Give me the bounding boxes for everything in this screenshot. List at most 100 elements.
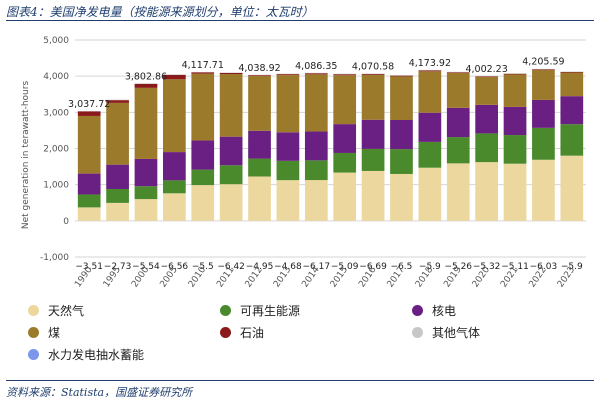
bar-segment-coal — [276, 75, 300, 133]
bar-segment-other-gases — [134, 83, 158, 84]
bar-segment-renewables — [191, 169, 215, 186]
total-label: 4,002.23 — [465, 64, 507, 75]
bar-segment-nuclear — [333, 124, 357, 153]
pumped-storage-label: −2.73 — [104, 262, 132, 272]
bar-segment-petroleum — [390, 75, 413, 77]
y-tick-label: 0 — [63, 217, 69, 227]
legend: 天然气 可再生能源 核电煤 石油 其他气体 水力发电抽水蓄能 — [28, 302, 588, 372]
legend-swatch — [412, 327, 423, 338]
bar-segment-nuclear — [361, 119, 385, 149]
pumped-storage-label: −4.68 — [274, 262, 302, 272]
bar-segment-renewables — [77, 194, 101, 208]
bar-segment-renewables — [503, 135, 527, 164]
bar-segment-petroleum — [248, 75, 271, 77]
y-tick-label: 4,000 — [43, 72, 69, 82]
legend-item-nuclear: 核电 — [412, 302, 456, 319]
legend-item-petroleum: 石油 — [220, 324, 264, 341]
legend-item-renewables: 可再生能源 — [220, 302, 300, 319]
legend-swatch — [28, 349, 39, 360]
y-tick-label: 1,000 — [43, 181, 69, 191]
bar-segment-natural-gas — [77, 207, 101, 221]
bar-segment-nuclear — [475, 104, 498, 134]
bar-segment-nuclear — [446, 107, 470, 138]
bar-segment-renewables — [106, 189, 129, 203]
bar-segment-natural-gas — [163, 193, 186, 221]
total-label: 4,086.35 — [295, 61, 337, 72]
bar-segment-natural-gas — [191, 185, 215, 221]
x-tick-label: 2017 — [386, 265, 407, 289]
bar-segment-renewables — [475, 133, 498, 163]
bar-segment-coal — [77, 115, 101, 174]
bar-segment-renewables — [390, 149, 413, 174]
bar-segment-natural-gas — [134, 199, 158, 221]
y-axis-ticks: -1,000 0 1,000 2,000 3,000 4,000 5,000 — [40, 36, 69, 263]
bar-segment-coal — [560, 72, 584, 97]
bar-segment-petroleum — [276, 74, 300, 76]
bar-segment-coal — [503, 74, 527, 107]
pumped-storage-label: −5.11 — [501, 262, 529, 272]
y-tick-label: 2,000 — [43, 145, 69, 155]
stacked-bar-chart: -1,000 0 1,000 2,000 3,000 4,000 5,000 Net gen… — [21, 36, 586, 289]
pumped-storage-label: −5.5 — [192, 262, 214, 272]
bar-segment-coal — [248, 76, 271, 131]
pumped-storage-label: −6.56 — [161, 262, 189, 272]
bar-segment-coal — [475, 76, 498, 105]
total-label: 4,117.71 — [182, 60, 224, 71]
pumped-storage-label: −6.69 — [359, 262, 387, 272]
bar-segment-petroleum — [418, 70, 442, 72]
bar-segment-natural-gas — [503, 163, 527, 221]
legend-swatch — [220, 305, 231, 316]
bar-segment-renewables — [560, 124, 584, 156]
bar-segment-natural-gas — [219, 184, 243, 221]
bar-segment-coal — [106, 102, 129, 165]
bar-segment-nuclear — [248, 130, 271, 159]
bar-segment-nuclear — [532, 99, 555, 128]
bar-segment-renewables — [304, 160, 328, 181]
legend-label: 石油 — [240, 326, 265, 340]
legend-swatch — [28, 305, 39, 316]
pumped-storage-label: −5.32 — [473, 262, 501, 272]
bar-segment-petroleum — [191, 72, 215, 74]
bar-segment-nuclear — [304, 131, 328, 161]
bar-segment-petroleum — [361, 74, 385, 75]
bar-segment-petroleum — [304, 73, 328, 75]
total-label: 3,037.72 — [68, 99, 110, 110]
bar-segment-coal — [390, 76, 413, 121]
bar-segment-petroleum — [446, 72, 470, 73]
bar-segment-nuclear — [560, 96, 584, 125]
bar-segment-coal — [304, 74, 328, 132]
bar-segment-natural-gas — [276, 180, 300, 221]
bar-segment-coal — [163, 79, 186, 153]
bar-segment-natural-gas — [304, 180, 328, 221]
bar-segment-renewables — [446, 137, 470, 164]
bar-segment-petroleum — [560, 71, 584, 73]
pumped-storage-label: −6.42 — [217, 262, 245, 272]
bar-segment-renewables — [163, 180, 186, 194]
source-rule — [6, 380, 594, 381]
y-tick-label: 3,000 — [43, 108, 69, 118]
legend-label: 天然气 — [48, 304, 85, 318]
pumped-storage-label: −6.5 — [391, 262, 413, 272]
bar-segment-nuclear — [191, 140, 215, 170]
bar-segment-nuclear — [390, 120, 413, 150]
figure-title: 图表4：美国净发电量（按能源来源划分，单位：太瓦时） — [6, 5, 314, 19]
bar-layer — [77, 68, 584, 221]
legend-item-natural-gas: 天然气 — [28, 302, 84, 319]
bar-segment-coal — [418, 71, 442, 113]
bar-segment-natural-gas — [333, 172, 357, 221]
bar-segment-coal — [219, 73, 243, 137]
bar-segment-nuclear — [503, 106, 527, 136]
bar-segment-coal — [446, 72, 470, 108]
bar-segment-coal — [333, 75, 357, 125]
bar-segment-petroleum — [134, 83, 158, 88]
pumped-storage-label: −4.95 — [246, 262, 274, 272]
bar-segment-renewables — [219, 165, 243, 185]
bar-segment-renewables — [333, 152, 357, 173]
pumped-storage-label: −5.26 — [444, 262, 472, 272]
bar-segment-renewables — [134, 186, 158, 200]
bar-segment-natural-gas — [418, 167, 442, 221]
legend-swatch — [412, 305, 423, 316]
bar-segment-natural-gas — [560, 155, 584, 221]
pumped-storage-label: −5.54 — [132, 262, 160, 272]
total-label: 4,070.58 — [352, 62, 394, 73]
